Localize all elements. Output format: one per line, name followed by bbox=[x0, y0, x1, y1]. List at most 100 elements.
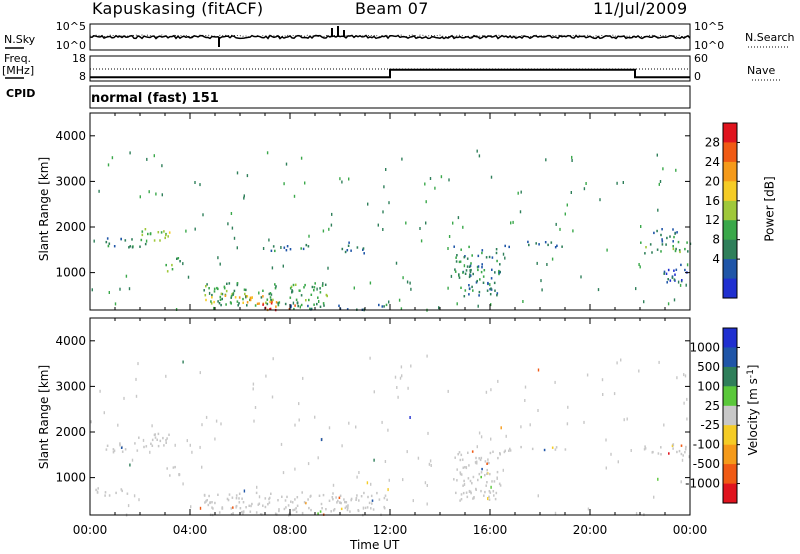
velocity-cell bbox=[472, 475, 475, 479]
velocity-speckle bbox=[294, 423, 296, 427]
power-cell bbox=[667, 278, 669, 281]
velocity-speckle bbox=[280, 442, 283, 446]
power-cell bbox=[665, 272, 668, 275]
velocity-cell bbox=[460, 493, 463, 496]
velocity-speckle bbox=[96, 490, 99, 494]
velocity-speckle bbox=[602, 393, 604, 396]
velocity-cell bbox=[217, 493, 219, 496]
velocity-cell bbox=[555, 446, 558, 449]
velocity-cell bbox=[364, 506, 367, 510]
velocity-cell bbox=[270, 492, 272, 495]
velocity-cell bbox=[471, 450, 474, 453]
velocity-cell bbox=[356, 494, 358, 497]
velocity-speckle bbox=[99, 389, 101, 393]
power-cell bbox=[213, 287, 216, 290]
velocity-speckle bbox=[567, 405, 569, 409]
velocity-speckle bbox=[537, 409, 539, 412]
power-speckle bbox=[476, 149, 478, 153]
velocity-speckle bbox=[529, 423, 531, 427]
velocity-speckle bbox=[554, 380, 556, 384]
power-speckle bbox=[398, 298, 401, 302]
nsearch-label: N.Search bbox=[745, 31, 795, 44]
power-cell bbox=[120, 237, 122, 241]
velocity-cell bbox=[121, 489, 123, 493]
velocity-colorbar-label: 500 bbox=[697, 360, 720, 374]
velocity-speckle bbox=[402, 478, 404, 482]
velocity-speckle bbox=[620, 358, 622, 362]
power-cell bbox=[270, 249, 273, 252]
velocity-speckle bbox=[133, 494, 136, 498]
power-cell bbox=[223, 287, 226, 290]
velocity-cell bbox=[680, 452, 683, 456]
power-speckle bbox=[585, 182, 587, 185]
power-speckle bbox=[662, 167, 664, 171]
velocity-cell bbox=[166, 437, 168, 440]
power-cell bbox=[285, 249, 288, 252]
power-speckle bbox=[243, 196, 245, 200]
power-cell bbox=[344, 250, 347, 254]
power-cell bbox=[684, 247, 686, 251]
velocity-speckle bbox=[191, 450, 193, 454]
power-cell bbox=[491, 256, 494, 259]
power-speckle bbox=[230, 212, 233, 215]
ytick-label: 4000 bbox=[55, 334, 86, 348]
power-colorbar-segment bbox=[723, 181, 737, 202]
power-cell bbox=[346, 308, 349, 311]
power-cell bbox=[485, 256, 488, 259]
power-speckle bbox=[456, 302, 458, 306]
velocity-cell bbox=[684, 451, 686, 454]
velocity-speckle bbox=[298, 418, 300, 422]
power-cell bbox=[179, 260, 181, 263]
power-cell bbox=[107, 244, 110, 248]
power-colorbar-segment bbox=[723, 278, 737, 299]
power-speckle bbox=[447, 247, 449, 250]
freq-left-tick-bottom: 8 bbox=[79, 70, 86, 83]
power-speckle bbox=[348, 177, 350, 181]
power-cell bbox=[231, 292, 233, 296]
power-cell bbox=[556, 244, 558, 247]
power-cell bbox=[307, 304, 309, 308]
power-speckle bbox=[236, 171, 239, 175]
velocity-cell bbox=[340, 507, 343, 511]
power-speckle bbox=[199, 183, 201, 187]
nsky-label: N.Sky bbox=[4, 33, 36, 46]
velocity-speckle bbox=[566, 422, 569, 426]
power-cell bbox=[481, 249, 484, 252]
power-cell bbox=[667, 268, 670, 272]
velocity-speckle bbox=[205, 415, 208, 419]
velocity-colorbar-segment bbox=[723, 425, 737, 446]
power-speckle bbox=[98, 189, 100, 193]
power-cell bbox=[249, 298, 252, 302]
cpid-panel-frame bbox=[89, 85, 691, 109]
freq-left-tick-top: 18 bbox=[72, 52, 86, 65]
power-cell bbox=[496, 294, 498, 297]
power-speckle bbox=[283, 182, 285, 186]
velocity-cell bbox=[551, 446, 554, 449]
power-cell bbox=[203, 289, 205, 292]
power-speckle bbox=[243, 194, 245, 198]
power-speckle bbox=[202, 213, 204, 217]
velocity-cell bbox=[168, 433, 170, 436]
power-speckle bbox=[583, 187, 586, 191]
power-cell bbox=[300, 303, 303, 307]
velocity-speckle bbox=[487, 497, 489, 501]
velocity-colorbar-segment bbox=[723, 483, 737, 504]
power-cell bbox=[131, 238, 133, 241]
power-speckle bbox=[300, 156, 303, 160]
velocity-speckle bbox=[605, 438, 607, 442]
velocity-cell bbox=[486, 468, 488, 472]
velocity-speckle bbox=[496, 477, 498, 480]
velocity-cell bbox=[231, 496, 234, 499]
power-cell bbox=[656, 229, 658, 233]
velocity-speckle bbox=[430, 464, 432, 467]
velocity-cell bbox=[344, 506, 347, 510]
power-cell bbox=[478, 290, 481, 294]
velocity-cell bbox=[345, 501, 348, 504]
velocity-cell bbox=[293, 508, 296, 511]
velocity-speckle bbox=[524, 385, 527, 389]
power-cell bbox=[468, 245, 470, 249]
power-cell bbox=[459, 260, 462, 263]
velocity-cell bbox=[475, 456, 477, 460]
power-speckle bbox=[108, 291, 110, 294]
velocity-cell bbox=[340, 501, 342, 505]
